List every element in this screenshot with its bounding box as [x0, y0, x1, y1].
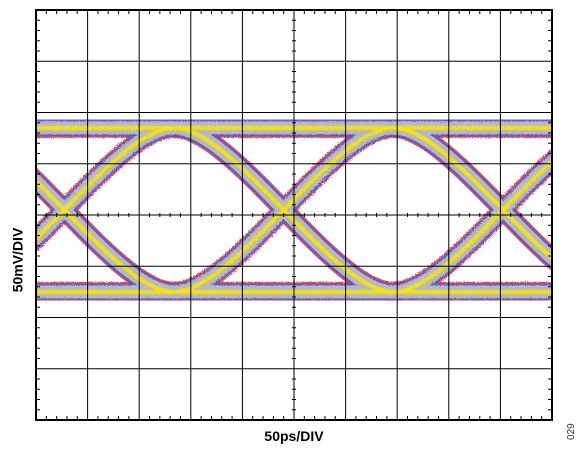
figure-id: 029	[566, 423, 577, 440]
eye-trace	[383, 117, 552, 272]
eye-trace	[391, 158, 552, 294]
plot-grid	[36, 10, 552, 420]
eye-trace	[386, 121, 552, 267]
eye-trace	[391, 125, 552, 261]
eye-trace	[386, 152, 552, 299]
eye-trace	[36, 125, 177, 242]
eye-trace	[172, 125, 396, 294]
eye-trace	[384, 119, 552, 270]
plot-frame	[35, 9, 553, 421]
eye-trace	[384, 150, 552, 301]
eye-trace	[383, 148, 552, 302]
y-axis-label: 50mV/DIV	[9, 227, 25, 293]
x-axis-label: 50ps/DIV	[264, 428, 324, 444]
